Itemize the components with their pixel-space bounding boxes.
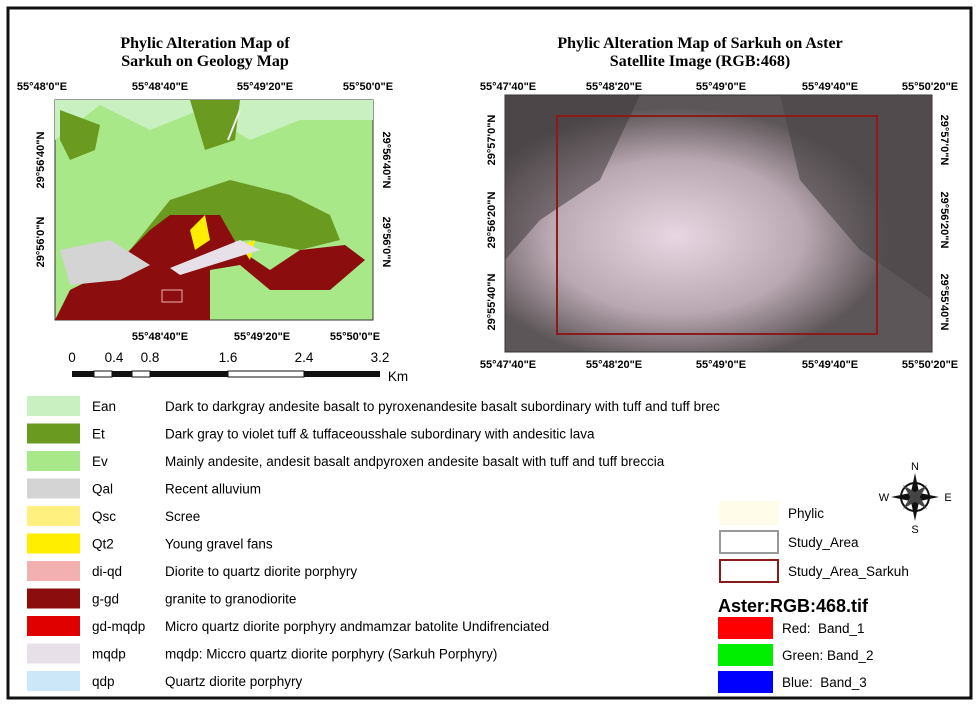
legend-swatch — [720, 560, 778, 582]
coordinate-label: 29°56'0"N — [380, 217, 392, 268]
map-title: Phylic Alteration Map of — [120, 35, 290, 52]
scale-label: 0.4 — [105, 350, 124, 365]
coordinate-label: 55°50'0"E — [330, 331, 380, 343]
legend-description: Dark to darkgray andesite basalt to pyro… — [165, 399, 720, 414]
coordinate-label: 29°57'0"N — [938, 115, 950, 166]
legend-code: Qal — [92, 482, 113, 497]
compass-label: E — [944, 492, 951, 504]
coordinate-label: 55°48'40"E — [132, 81, 188, 93]
legend-code: gd-mqdp — [92, 619, 145, 634]
compass-label: S — [911, 524, 918, 536]
legend-swatch — [27, 396, 80, 416]
band-label: Red: Band_1 — [782, 621, 865, 636]
legend-swatch — [27, 424, 80, 444]
legend-description: mqdp: Miccro quartz diorite porphyry (Sa… — [165, 647, 497, 662]
legend-swatch — [27, 561, 80, 581]
band-swatch — [718, 617, 773, 639]
legend-label: Phylic — [788, 506, 824, 521]
scale-label: 0 — [68, 350, 76, 365]
coordinate-label: 55°50'20"E — [902, 81, 958, 93]
legend-code: Qt2 — [92, 537, 114, 552]
legend-swatch — [720, 502, 778, 524]
coordinate-label: 55°49'0"E — [696, 359, 746, 371]
map-title: Sarkuh on Geology Map — [121, 53, 289, 70]
legend-code: qdp — [92, 674, 115, 689]
legend-code: Ean — [92, 399, 116, 414]
band-label: Blue: Band_3 — [782, 675, 867, 690]
legend-swatch — [27, 616, 80, 636]
geology-map — [55, 100, 373, 320]
coordinate-label: 55°50'0"E — [343, 81, 393, 93]
coordinate-label: 55°48'20"E — [586, 359, 642, 371]
legend-code: Ev — [92, 454, 108, 469]
legend-code: g-gd — [92, 592, 119, 607]
legend-code: Et — [92, 427, 105, 442]
scale-label: 3.2 — [371, 350, 390, 365]
coordinate-label: 55°48'20"E — [586, 81, 642, 93]
coordinate-label: 55°48'0"E — [17, 81, 67, 93]
legend-description: Young gravel fans — [165, 537, 273, 552]
coordinate-label: 29°55'40"N — [938, 274, 950, 331]
coordinate-label: 29°56'20"N — [486, 192, 498, 249]
scale-bar — [72, 371, 380, 377]
band-swatch — [718, 671, 773, 693]
legend-label: Study_Area — [788, 535, 859, 550]
coordinate-label: 55°49'20"E — [234, 331, 290, 343]
legend-label: Study_Area_Sarkuh — [788, 564, 909, 579]
legend-swatch — [27, 479, 80, 499]
scale-label: 1.6 — [219, 350, 238, 365]
coordinate-label: 29°56'40"N — [35, 132, 47, 189]
coordinate-label: 29°56'40"N — [380, 132, 392, 189]
legend-swatch — [27, 506, 80, 526]
legend-swatch — [27, 589, 80, 609]
satellite-map — [505, 95, 932, 352]
map-figure: Phylic Alteration Map ofSarkuh on Geolog… — [0, 0, 979, 706]
legend-code: mqdp — [92, 647, 126, 662]
legend-description: Mainly andesite, andesit basalt andpyrox… — [165, 454, 665, 469]
map-title: Satellite Image (RGB:468) — [610, 53, 790, 70]
compass-label: N — [911, 461, 919, 473]
coordinate-label: 55°49'20"E — [237, 81, 293, 93]
coordinate-label: 29°56'0"N — [35, 217, 47, 268]
coordinate-label: 55°48'40"E — [132, 331, 188, 343]
coordinate-label: 55°49'40"E — [802, 359, 858, 371]
legend-code: di-qd — [92, 564, 122, 579]
legend-description: Recent alluvium — [165, 482, 261, 497]
legend-swatch — [27, 534, 80, 554]
scale-label: 2.4 — [295, 350, 314, 365]
band-label: Green: Band_2 — [782, 648, 874, 663]
map-title: Phylic Alteration Map of Sarkuh on Aster — [557, 35, 842, 52]
legend-swatch — [27, 671, 80, 691]
legend-description: Scree — [165, 509, 200, 524]
coordinate-label: 29°55'40"N — [486, 274, 498, 331]
legend-description: Dark gray to violet tuff & tuffaceoussha… — [165, 427, 595, 442]
band-swatch — [718, 644, 773, 666]
legend-code: Qsc — [92, 509, 116, 524]
raster-title: Aster:RGB:468.tif — [718, 596, 869, 616]
scale-label: 0.8 — [141, 350, 160, 365]
compass-label: W — [879, 492, 890, 504]
legend-description: Quartz diorite porphyry — [165, 674, 303, 689]
coordinate-label: 55°47'40"E — [480, 81, 536, 93]
coordinate-label: 29°56'20"N — [938, 192, 950, 249]
legend-description: Micro quartz diorite porphyry andmamzar … — [165, 619, 549, 634]
coordinate-label: 55°47'40"E — [480, 359, 536, 371]
coordinate-label: 29°57'0"N — [486, 115, 498, 166]
scale-unit: Km — [388, 369, 408, 384]
legend-swatch — [27, 451, 80, 471]
legend-description: Diorite to quartz diorite porphyry — [165, 564, 357, 579]
legend-description: granite to granodiorite — [165, 592, 296, 607]
coordinate-label: 55°49'40"E — [802, 81, 858, 93]
coordinate-label: 55°50'20"E — [902, 359, 958, 371]
legend-swatch — [27, 644, 80, 664]
coordinate-label: 55°49'0"E — [696, 81, 746, 93]
legend-swatch — [720, 531, 778, 553]
